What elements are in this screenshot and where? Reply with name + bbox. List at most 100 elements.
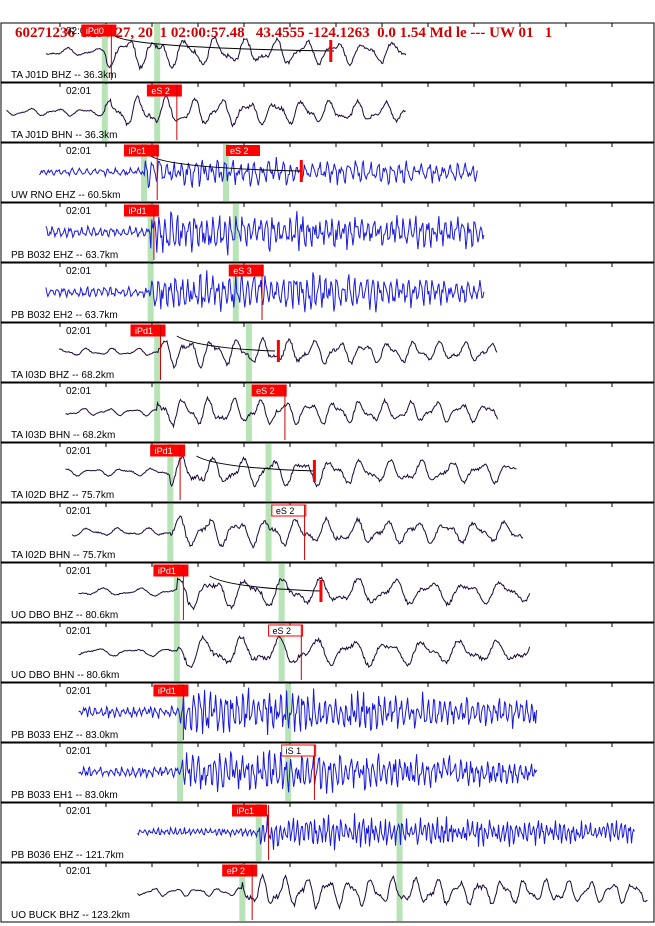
row-border bbox=[0, 442, 655, 503]
trace-row[interactable]: 02:01 iPc1 PB B036 EHZ -- 121.7km bbox=[0, 802, 655, 863]
waveform bbox=[65, 454, 517, 488]
waveform bbox=[78, 687, 538, 736]
row-border bbox=[0, 382, 655, 443]
trace-row[interactable]: 02:01 eS 2 TA J01D BHN -- 36.3km bbox=[0, 82, 655, 143]
event-depth-magnitude: 0.0 1.54 Md le --- bbox=[377, 25, 486, 41]
trace-panel[interactable]: 02:01 iPd0 TA J01D BHZ -- 36.3km 02:01 eS 2 T… bbox=[0, 22, 655, 926]
trace-row[interactable]: 02:01 eS 2 TA I02D BHN -- 75.7km bbox=[0, 502, 655, 563]
phase-pick-label: iPd1 bbox=[135, 326, 153, 336]
row-border bbox=[0, 502, 655, 563]
row-border bbox=[0, 802, 655, 863]
trace-row[interactable]: 02:01 iPd1 UO DBO BHZ -- 80.6km bbox=[0, 562, 655, 623]
phase-window bbox=[222, 144, 229, 201]
phase-pick-flag[interactable] bbox=[150, 444, 186, 457]
phase-pick-flag[interactable] bbox=[130, 324, 166, 337]
event-id: 60271236 bbox=[15, 25, 75, 41]
phase-pick-label: eS 2 bbox=[230, 146, 249, 156]
phase-window bbox=[232, 264, 239, 321]
waveform bbox=[45, 211, 485, 256]
trace-row[interactable]: 02:01 iPd1 TA I03D BHZ -- 68.2km bbox=[0, 322, 655, 383]
row-border bbox=[0, 142, 655, 203]
trace-row[interactable]: 02:01 eP 2 UO BUCK BHZ -- 123.2km bbox=[0, 862, 655, 923]
waveform bbox=[65, 395, 498, 429]
row-border bbox=[0, 622, 655, 683]
phase-pick-flag[interactable] bbox=[123, 204, 159, 217]
phase-window bbox=[239, 864, 246, 921]
row-border bbox=[0, 262, 655, 323]
row-border bbox=[0, 82, 655, 143]
trace-row[interactable]: 02:01 iPd1 PB B033 EHZ -- 83.0km bbox=[0, 682, 655, 743]
row-border bbox=[0, 202, 655, 263]
phase-pick-flag[interactable] bbox=[153, 684, 189, 697]
waveform bbox=[137, 873, 648, 911]
trace-row[interactable]: 02:01 iS 1 PB B033 EH1 -- 83.0km bbox=[0, 742, 655, 803]
waveform bbox=[71, 515, 524, 549]
waveform bbox=[38, 156, 478, 189]
station-label: UW RNO EHZ -- 60.5km bbox=[11, 190, 120, 201]
time-label: 02:01 bbox=[66, 866, 91, 877]
trace-row[interactable]: 02:01 iPc1 eS 2 UW RNO EHZ -- 60.5km bbox=[0, 142, 655, 203]
phase-pick-label: eS 2 bbox=[276, 506, 295, 516]
phase-window bbox=[167, 444, 174, 501]
station-label: TA J01D BHZ -- 36.3km bbox=[11, 70, 116, 81]
event-header: 60271236 May 27, 2011 02:00:57.48 43.455… bbox=[0, 0, 655, 41]
phase-pick-label: iPd0 bbox=[86, 26, 104, 36]
trace-row[interactable]: 02:01 iPd1 PB B032 EHZ -- 63.7km bbox=[0, 202, 655, 263]
row-border bbox=[0, 562, 655, 623]
phase-window bbox=[245, 324, 252, 381]
phase-window bbox=[154, 384, 161, 441]
phase-pick-flag[interactable] bbox=[251, 384, 287, 397]
station-label: PB B036 EHZ -- 121.7km bbox=[11, 850, 124, 861]
phase-pick-flag[interactable] bbox=[222, 864, 258, 877]
phase-pick-flag[interactable] bbox=[153, 564, 189, 577]
waveform bbox=[137, 813, 635, 851]
waveform bbox=[78, 576, 531, 611]
time-label: 02:01 bbox=[66, 146, 91, 157]
phase-window bbox=[154, 24, 161, 81]
coda-curve bbox=[196, 455, 315, 472]
phase-window bbox=[245, 384, 252, 441]
station-label: TA I02D BHN -- 75.7km bbox=[11, 550, 115, 561]
phase-window bbox=[265, 444, 272, 501]
time-label: 02:01 bbox=[66, 86, 91, 97]
time-label: 02:01 bbox=[66, 746, 91, 757]
phase-window bbox=[278, 624, 285, 681]
phase-pick-flag[interactable] bbox=[81, 24, 117, 37]
phase-pick-flag[interactable] bbox=[225, 145, 260, 156]
phase-window bbox=[285, 684, 292, 741]
trace-row[interactable]: 02:01 eS 3 PB B032 EH2 -- 63.7km bbox=[0, 262, 655, 323]
waveform bbox=[78, 634, 531, 668]
phase-pick-flag[interactable] bbox=[228, 264, 264, 277]
time-label: 02:01 bbox=[66, 386, 91, 397]
station-label: TA I02D BHZ -- 75.7km bbox=[11, 490, 114, 501]
trace-row[interactable]: 02:01 eS 2 TA I03D BHN -- 68.2km bbox=[0, 382, 655, 443]
station-label: UO DBO BHN -- 80.6km bbox=[11, 670, 119, 681]
phase-pick-flag[interactable] bbox=[123, 144, 159, 157]
phase-pick-flag[interactable] bbox=[268, 624, 304, 637]
row-border bbox=[0, 322, 655, 383]
phase-pick-label: iPd1 bbox=[128, 206, 146, 216]
phase-pick-label: eS 2 bbox=[256, 386, 275, 396]
phase-pick-label: eS 2 bbox=[273, 626, 292, 636]
phase-window bbox=[154, 84, 161, 141]
time-label: 02:01 bbox=[66, 626, 91, 637]
waveform bbox=[45, 35, 407, 71]
station-label: PB B033 EH1 -- 83.0km bbox=[11, 790, 118, 801]
phase-pick-label: eP 2 bbox=[227, 866, 245, 876]
phase-pick-flag[interactable] bbox=[271, 504, 307, 517]
phase-pick-label: iPc1 bbox=[237, 806, 255, 816]
trace-row[interactable]: 02:01 iPd1 TA I02D BHZ -- 75.7km bbox=[0, 442, 655, 503]
trace-row[interactable]: 02:01 eS 2 UO DBO BHN -- 80.6km bbox=[0, 622, 655, 683]
phase-pick-label: eS 3 bbox=[233, 266, 252, 276]
coda-curve bbox=[176, 335, 276, 352]
phase-window bbox=[147, 204, 154, 261]
station-label: PB B033 EHZ -- 83.0km bbox=[11, 730, 118, 741]
phase-pick-label: eS 2 bbox=[151, 86, 170, 96]
phase-window bbox=[177, 684, 184, 741]
coda-curve bbox=[114, 35, 335, 52]
phase-pick-flag[interactable] bbox=[281, 744, 317, 757]
phase-pick-flag[interactable] bbox=[232, 804, 268, 817]
phase-pick-flag[interactable] bbox=[146, 84, 182, 97]
